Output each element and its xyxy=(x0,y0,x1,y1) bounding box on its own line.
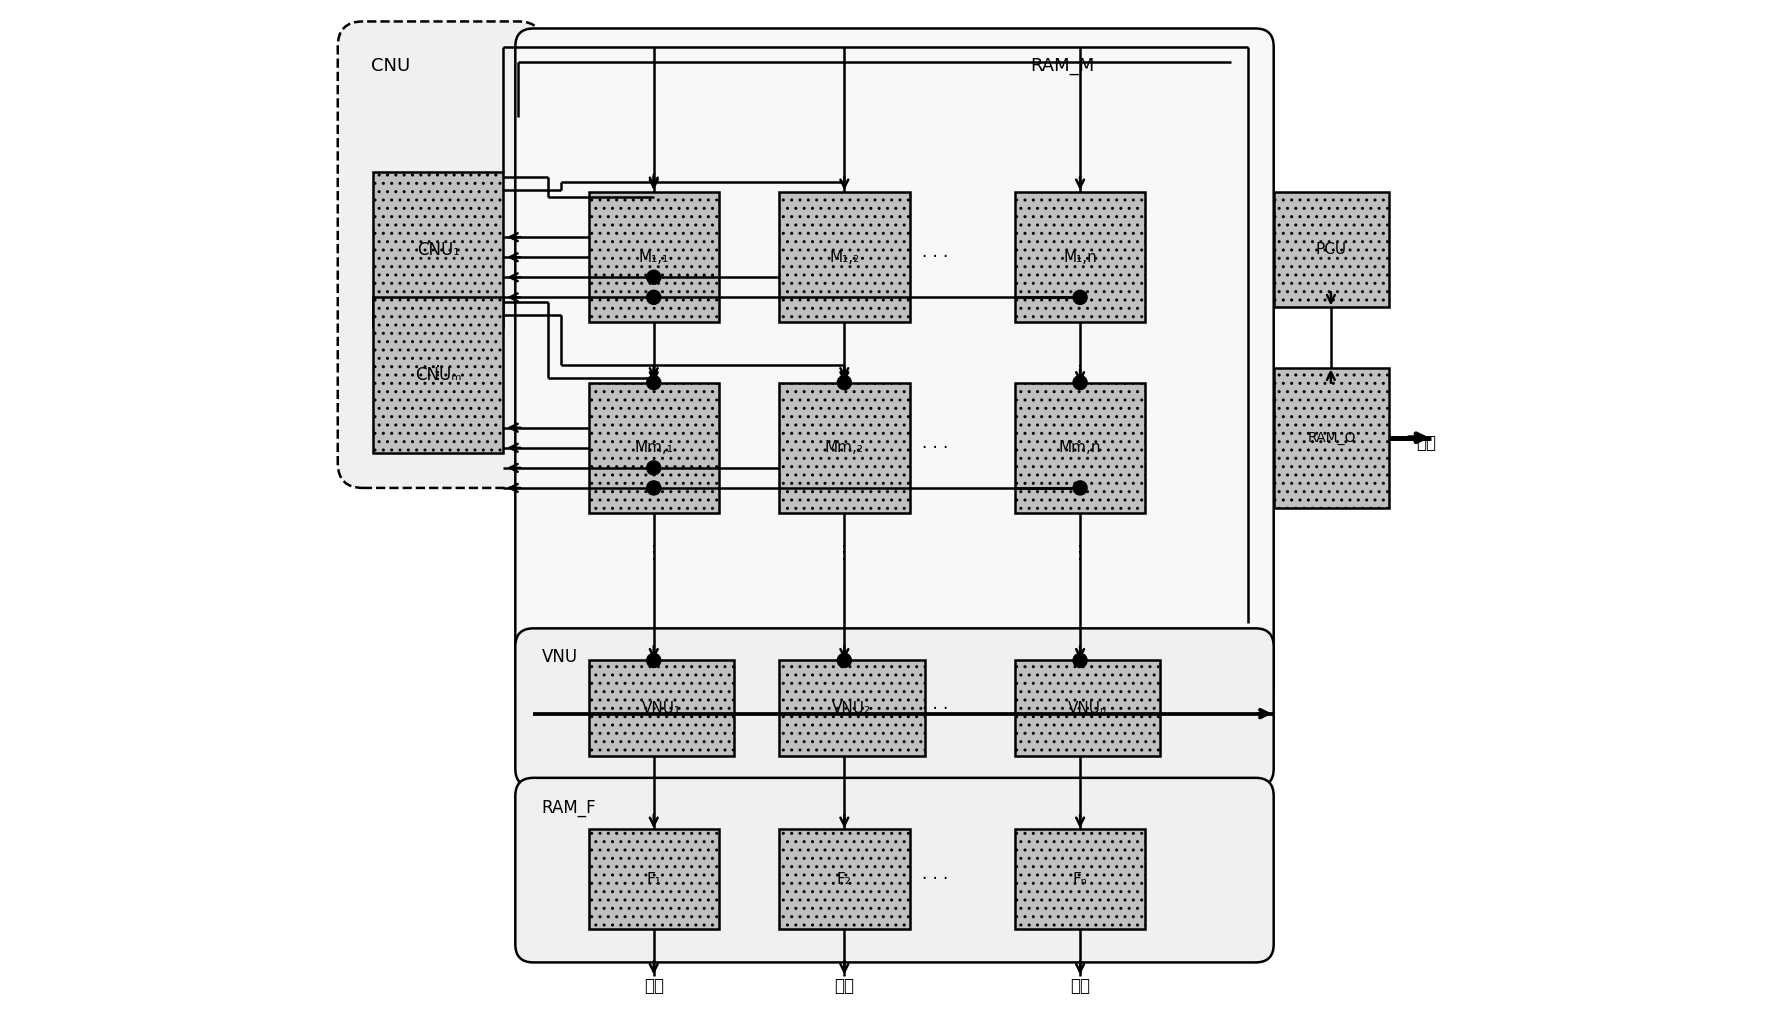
Text: 输入: 输入 xyxy=(1070,977,1090,994)
Circle shape xyxy=(1073,290,1088,305)
Text: VNUₙ: VNUₙ xyxy=(1068,701,1107,715)
Text: 输出: 输出 xyxy=(1417,434,1437,451)
FancyBboxPatch shape xyxy=(589,661,733,756)
Text: M₁,₂: M₁,₂ xyxy=(830,249,859,265)
Text: ⋮: ⋮ xyxy=(429,363,447,382)
Circle shape xyxy=(646,481,660,495)
Text: · · ·: · · · xyxy=(921,248,948,266)
Circle shape xyxy=(646,654,660,668)
Text: VNU₂: VNU₂ xyxy=(832,701,871,715)
Circle shape xyxy=(1073,376,1088,390)
FancyBboxPatch shape xyxy=(372,172,503,327)
Text: VNU₁: VNU₁ xyxy=(642,701,682,715)
Text: ⋮: ⋮ xyxy=(835,363,853,382)
Text: 输入: 输入 xyxy=(834,977,855,994)
FancyBboxPatch shape xyxy=(780,192,909,322)
Text: ⋮: ⋮ xyxy=(835,544,853,562)
FancyBboxPatch shape xyxy=(1014,192,1145,322)
Text: Mm,n: Mm,n xyxy=(1059,440,1102,456)
Text: ⋮: ⋮ xyxy=(644,544,662,562)
FancyBboxPatch shape xyxy=(515,29,1274,707)
Circle shape xyxy=(646,461,660,475)
Text: · · ·: · · · xyxy=(921,870,948,889)
Circle shape xyxy=(1073,481,1088,495)
Text: ⋮: ⋮ xyxy=(1072,363,1090,382)
Text: Mm,₁: Mm,₁ xyxy=(635,440,673,456)
FancyBboxPatch shape xyxy=(338,22,544,488)
FancyBboxPatch shape xyxy=(1014,383,1145,513)
Text: RAM_O: RAM_O xyxy=(1308,431,1356,444)
FancyBboxPatch shape xyxy=(1274,367,1388,508)
Text: · · ·: · · · xyxy=(921,439,948,457)
FancyBboxPatch shape xyxy=(780,661,925,756)
Text: Mm,₂: Mm,₂ xyxy=(825,440,864,456)
Text: RAM_M: RAM_M xyxy=(1030,56,1095,75)
Circle shape xyxy=(837,654,852,668)
Text: ⋮: ⋮ xyxy=(644,363,662,382)
Circle shape xyxy=(837,376,852,390)
FancyBboxPatch shape xyxy=(1014,661,1161,756)
FancyBboxPatch shape xyxy=(589,192,719,322)
Circle shape xyxy=(646,290,660,305)
Circle shape xyxy=(1073,654,1088,668)
FancyBboxPatch shape xyxy=(780,829,909,930)
FancyBboxPatch shape xyxy=(1274,192,1388,308)
Text: M₁,₁: M₁,₁ xyxy=(639,249,669,265)
Text: CNUₘ: CNUₘ xyxy=(415,366,462,384)
Text: ⋮: ⋮ xyxy=(1072,544,1090,562)
FancyBboxPatch shape xyxy=(515,628,1274,787)
Circle shape xyxy=(646,270,660,284)
FancyBboxPatch shape xyxy=(589,383,719,513)
Text: M₁,n: M₁,n xyxy=(1063,249,1097,265)
FancyBboxPatch shape xyxy=(780,383,909,513)
Text: Fₙ: Fₙ xyxy=(1073,872,1088,886)
Text: CNU₁: CNU₁ xyxy=(417,241,460,259)
Text: F₁: F₁ xyxy=(646,872,662,886)
Text: CNU: CNU xyxy=(370,56,410,75)
Text: · · ·: · · · xyxy=(921,700,948,717)
Text: RAM_F: RAM_F xyxy=(542,799,596,817)
Circle shape xyxy=(646,376,660,390)
FancyBboxPatch shape xyxy=(372,298,503,452)
Text: 输入: 输入 xyxy=(644,977,664,994)
FancyBboxPatch shape xyxy=(589,829,719,930)
Text: F₂: F₂ xyxy=(837,872,852,886)
Text: PCU: PCU xyxy=(1317,242,1347,258)
FancyBboxPatch shape xyxy=(515,778,1274,962)
FancyBboxPatch shape xyxy=(1014,829,1145,930)
Text: VNU: VNU xyxy=(542,648,578,667)
